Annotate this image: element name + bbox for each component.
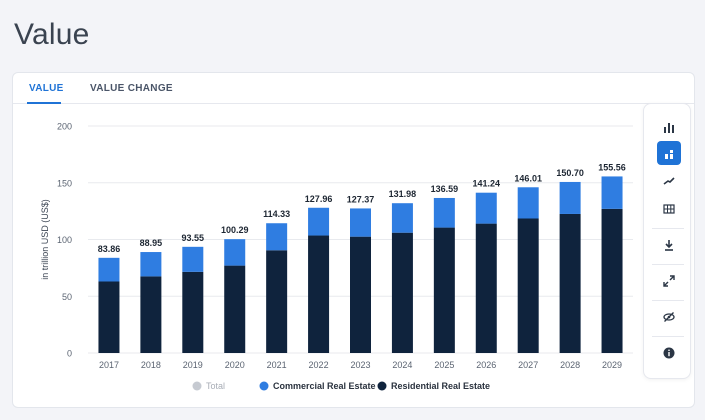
bar-commercial (182, 246, 204, 272)
bar-residential (601, 208, 623, 353)
x-tick-label: 2022 (309, 360, 329, 370)
toolbar-divider (652, 336, 684, 337)
bar-residential (475, 223, 497, 353)
stacked-bar-button[interactable] (657, 141, 681, 165)
x-tick-label: 2017 (99, 360, 119, 370)
bar-residential (98, 281, 120, 353)
chart-toolbar (643, 103, 691, 379)
y-tick-label: 0 (67, 349, 72, 359)
bar-commercial (98, 257, 120, 282)
bar-residential (140, 276, 162, 353)
x-tick-label: 2025 (434, 360, 454, 370)
bar-commercial (140, 252, 162, 277)
x-tick-label: 2023 (350, 360, 370, 370)
x-tick-label: 2024 (392, 360, 412, 370)
x-tick-label: 2029 (602, 360, 622, 370)
hide-button[interactable] (657, 305, 681, 329)
y-tick-label: 150 (57, 178, 72, 188)
x-tick-label: 2027 (518, 360, 538, 370)
x-tick-label: 2019 (183, 360, 203, 370)
legend-marker (259, 381, 269, 391)
x-tick-label: 2028 (560, 360, 580, 370)
tab-value[interactable]: VALUE (29, 83, 64, 94)
total-data-label: 127.37 (347, 194, 375, 204)
legend-label: Total (206, 381, 225, 391)
table-icon (663, 204, 675, 214)
total-data-label: 127.96 (305, 194, 333, 204)
bar-commercial (266, 223, 288, 251)
total-data-label: 93.55 (182, 233, 205, 243)
bar-commercial (475, 192, 497, 224)
bar-residential (266, 250, 288, 353)
y-tick-label: 100 (57, 235, 72, 245)
fullscreen-icon (663, 275, 675, 287)
total-data-label: 141.24 (473, 179, 501, 189)
total-data-label: 146.01 (514, 173, 542, 183)
legend-marker (192, 381, 202, 391)
x-tick-label: 2026 (476, 360, 496, 370)
toolbar-divider (652, 228, 684, 229)
hide-icon (663, 312, 675, 322)
total-data-label: 131.98 (389, 189, 417, 199)
x-tick-label: 2020 (225, 360, 245, 370)
bar-commercial (433, 197, 455, 228)
total-data-label: 83.86 (98, 244, 121, 254)
bar-residential (182, 271, 204, 353)
bar-residential (224, 265, 246, 353)
total-data-label: 150.70 (556, 168, 584, 178)
bar-chart-icon (664, 123, 674, 133)
y-tick-label: 200 (57, 122, 72, 132)
fullscreen-button[interactable] (657, 269, 681, 293)
bar-residential (433, 227, 455, 353)
bar-residential (308, 235, 330, 353)
tab-value-change[interactable]: VALUE CHANGE (90, 83, 173, 94)
legend-marker (377, 381, 387, 391)
trend-line-button[interactable] (657, 169, 681, 193)
tab-bar: VALUE VALUE CHANGE (13, 73, 694, 104)
toolbar-divider (652, 300, 684, 301)
total-data-label: 114.33 (263, 209, 290, 219)
legend-label: Commercial Real Estate (273, 381, 376, 391)
bar-commercial (391, 203, 413, 233)
bar-residential (559, 213, 581, 353)
toolbar-divider (652, 264, 684, 265)
bar-commercial (308, 207, 330, 236)
bar-commercial (601, 176, 623, 209)
bar-commercial (350, 208, 371, 237)
bar-commercial (559, 181, 581, 214)
info-button[interactable] (657, 341, 681, 365)
total-data-label: 88.95 (140, 238, 163, 248)
info-icon (663, 347, 675, 359)
bar-chart-button[interactable] (657, 115, 681, 139)
total-data-label: 100.29 (221, 225, 249, 235)
download-icon (665, 240, 673, 251)
x-tick-label: 2021 (267, 360, 287, 370)
bar-residential (391, 232, 413, 353)
trend-line-icon (663, 177, 675, 185)
table-button[interactable] (657, 197, 681, 221)
bar-residential (350, 236, 371, 353)
active-tab-indicator (27, 102, 61, 104)
legend-label: Residential Real Estate (391, 381, 490, 391)
bar-commercial (224, 239, 246, 266)
stacked-bar-icon (665, 150, 673, 159)
bar-residential (517, 218, 539, 353)
y-tick-label: 50 (62, 292, 72, 302)
download-button[interactable] (657, 233, 681, 257)
total-data-label: 155.56 (598, 162, 626, 172)
y-axis-label: in trillion USD (US$) (40, 199, 50, 280)
bar-commercial (517, 187, 539, 219)
total-data-label: 136.59 (431, 184, 459, 194)
x-tick-label: 2018 (141, 360, 161, 370)
page-title: Value (14, 18, 90, 51)
